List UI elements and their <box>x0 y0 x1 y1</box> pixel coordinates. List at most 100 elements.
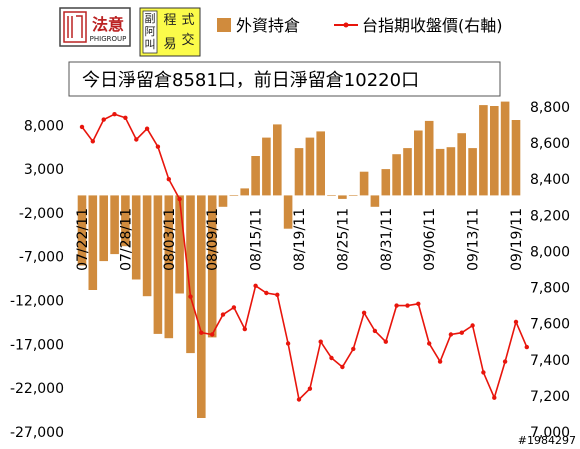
logo2-text-6: 交 <box>181 32 194 48</box>
line-point <box>524 344 529 350</box>
x-tick-label: 07/22/11 <box>75 208 91 271</box>
x-tick-label: 09/19/11 <box>509 208 525 271</box>
line-point <box>361 310 367 315</box>
line-point <box>275 292 280 297</box>
line-point <box>329 355 334 361</box>
line-point <box>79 124 85 130</box>
legend-bar-swatch <box>217 18 231 32</box>
y-left-tick-label: 8,000 <box>24 118 64 134</box>
x-tick-label: 08/19/11 <box>292 208 308 271</box>
logo2-text-5: 式 <box>181 13 194 28</box>
line-point <box>318 339 323 344</box>
bar <box>262 137 271 196</box>
bar <box>77 195 87 266</box>
logo2-text-3: 叫 <box>145 38 156 51</box>
line-point <box>166 177 171 182</box>
line-point <box>144 126 150 131</box>
left-y-axis: 8,000 3,000 -2,000 -7,000 -12,000 -17,000 -22,… <box>10 118 64 441</box>
phigroup-logo: 法意 PHIGROUP <box>59 7 131 47</box>
line-point <box>502 359 508 364</box>
legend-line-label: 台指期收盤價(右軸) <box>362 16 503 35</box>
bar <box>121 195 130 247</box>
x-tick-label: 08/09/11 <box>205 208 221 271</box>
x-axis-ticks: 07/22/11 07/28/11 08/03/11 08/09/11 08/15/11… <box>75 208 525 271</box>
line-point <box>296 397 302 402</box>
y-right-tick-label: 8,800 <box>530 100 570 116</box>
bar <box>338 195 347 199</box>
x-tick-label: 08/31/11 <box>379 208 395 271</box>
headline-box: 今日淨留倉8581口，前日淨留倉10220口 <box>68 61 501 97</box>
line-point <box>372 328 378 334</box>
line-point <box>210 332 215 337</box>
bar <box>283 195 293 229</box>
bar <box>197 195 206 418</box>
line-point <box>437 359 443 364</box>
y-right-tick-label: 8,200 <box>530 208 570 224</box>
bar <box>500 101 510 196</box>
bar <box>511 120 521 196</box>
line-series <box>79 112 529 402</box>
program-trading-logo: 副 阿 叫 程 式 交 易 <box>139 7 201 57</box>
logo1-text: 法意 <box>92 15 124 34</box>
y-right-tick-label: 8,400 <box>530 172 570 188</box>
bar <box>305 137 315 196</box>
bar <box>142 195 152 297</box>
bar <box>218 195 228 207</box>
y-right-tick-label: 8,600 <box>530 136 570 152</box>
bar <box>327 195 336 196</box>
line-point <box>394 303 399 308</box>
line-point <box>416 301 421 306</box>
y-right-tick-label: 7,400 <box>530 353 570 369</box>
bar <box>229 195 239 196</box>
bar <box>424 120 434 196</box>
line-point <box>513 319 519 325</box>
y-left-tick-label: -17,000 <box>10 337 64 353</box>
line-point <box>242 326 247 332</box>
bar <box>392 154 401 196</box>
line-point <box>307 386 313 391</box>
y-left-tick-label: -27,000 <box>10 425 64 441</box>
x-tick-label: 08/15/11 <box>249 208 265 271</box>
logo2-text-4: 程 <box>163 13 176 28</box>
x-tick-label: 09/13/11 <box>466 208 482 271</box>
x-tick-label: 08/25/11 <box>335 208 351 271</box>
logo1-sub: PHIGROUP <box>90 35 127 43</box>
bar <box>403 148 412 196</box>
bar <box>131 195 141 280</box>
line-point <box>264 290 269 296</box>
watermark: #1984297 <box>518 434 576 447</box>
y-left-tick-label: -12,000 <box>10 294 64 310</box>
legend-bar-label: 外資持倉 <box>236 16 300 35</box>
bar <box>316 131 325 196</box>
bar <box>435 148 445 196</box>
bar <box>175 195 184 294</box>
line-point <box>177 196 182 202</box>
bar <box>110 195 119 255</box>
legend-line-marker <box>343 22 349 28</box>
x-tick-label: 08/03/11 <box>162 208 178 271</box>
y-right-tick-label: 7,000 <box>530 425 570 441</box>
line-point <box>459 330 464 335</box>
bar <box>240 188 249 196</box>
line-point <box>492 395 497 400</box>
x-tick-label: 09/06/11 <box>422 208 438 271</box>
bar <box>88 195 98 290</box>
line-point <box>405 303 410 308</box>
bar <box>348 195 358 196</box>
bar <box>490 106 499 196</box>
bar <box>186 195 195 354</box>
line-point <box>448 332 454 337</box>
line-point <box>155 144 161 149</box>
x-tick-label: 07/28/11 <box>118 208 134 271</box>
bar <box>99 195 108 262</box>
bar <box>414 130 423 196</box>
y-left-tick-label: -7,000 <box>19 250 64 266</box>
bar <box>446 147 456 196</box>
logo2-text-7: 易 <box>163 37 176 52</box>
y-right-tick-label: 8,000 <box>530 244 570 260</box>
bar <box>381 169 391 196</box>
bar <box>273 124 282 196</box>
line-point <box>220 312 226 317</box>
bar <box>153 195 163 334</box>
